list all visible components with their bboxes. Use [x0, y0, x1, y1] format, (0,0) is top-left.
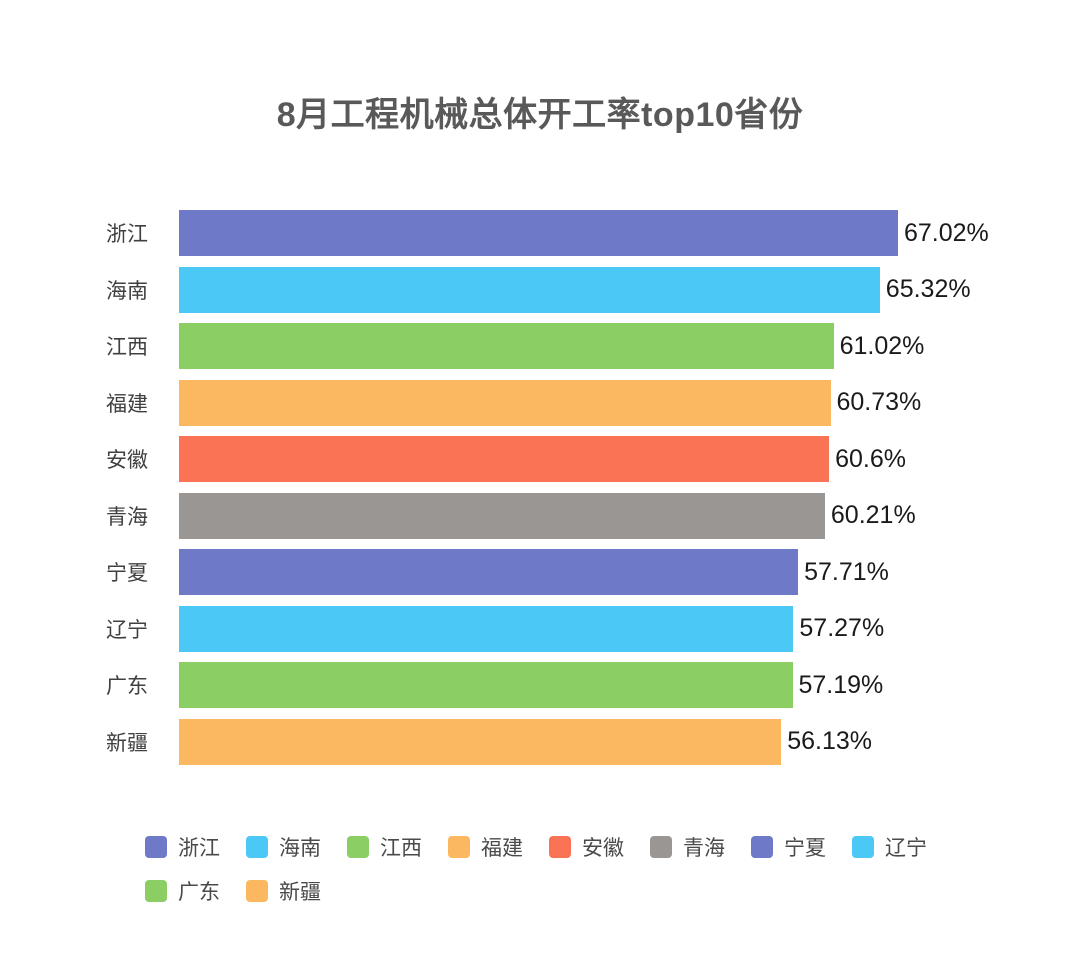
- bar-row: 江西 61.02%: [0, 323, 1080, 369]
- bar-row: 浙江 67.02%: [0, 210, 1080, 256]
- legend-label: 安徽: [582, 837, 624, 860]
- legend-label: 福建: [481, 837, 523, 860]
- legend-label: 青海: [683, 837, 725, 860]
- category-label: 浙江: [106, 223, 148, 246]
- legend-item-宁夏[interactable]: 宁夏: [751, 832, 826, 862]
- bar: [179, 210, 898, 256]
- value-label: 60.6%: [835, 444, 906, 473]
- legend-swatch-icon: [145, 836, 167, 858]
- value-label: 57.71%: [804, 557, 889, 586]
- legend-label: 浙江: [178, 837, 220, 860]
- value-label: 67.02%: [904, 218, 989, 247]
- category-label: 福建: [106, 392, 148, 416]
- bar: [179, 549, 799, 595]
- legend-swatch-icon: [145, 880, 167, 902]
- category-label: 青海: [106, 505, 148, 529]
- legend-label: 广东: [178, 881, 220, 904]
- bar-row: 宁夏 57.71%: [0, 549, 1080, 595]
- value-label: 60.21%: [830, 501, 916, 529]
- bar: [179, 379, 831, 426]
- legend-swatch-icon: [246, 880, 268, 902]
- legend-label: 辽宁: [885, 837, 927, 860]
- value-label: 65.32%: [885, 275, 971, 303]
- legend-swatch-icon: [650, 836, 672, 858]
- category-label: 辽宁: [106, 618, 148, 642]
- bar-row: 广东 57.19%: [0, 662, 1080, 708]
- chart-title: 8月工程机械总体开工率top10省份: [276, 96, 804, 134]
- legend-item-福建[interactable]: 福建: [448, 832, 523, 862]
- legend-label: 宁夏: [784, 837, 826, 860]
- value-label: 61.02%: [839, 331, 925, 360]
- bar-row: 海南 65.32%: [0, 266, 1080, 313]
- bar: [179, 492, 825, 539]
- legend-label: 新疆: [279, 881, 321, 904]
- category-label: 广东: [106, 675, 148, 698]
- bar: [179, 605, 794, 652]
- bar: [179, 436, 830, 482]
- legend-item-海南[interactable]: 海南: [246, 832, 321, 862]
- legend-label: 江西: [380, 837, 422, 860]
- category-label: 海南: [106, 279, 148, 303]
- bar-row: 新疆 56.13%: [0, 718, 1080, 765]
- bar-row: 青海 60.21%: [0, 492, 1080, 539]
- value-label: 57.27%: [799, 614, 885, 642]
- legend-item-新疆[interactable]: 新疆: [246, 876, 321, 906]
- legend-swatch-icon: [549, 836, 571, 858]
- legend-swatch-icon: [448, 836, 470, 858]
- category-label: 江西: [106, 336, 148, 359]
- category-label: 新疆: [106, 731, 148, 755]
- bar: [179, 266, 880, 313]
- legend-swatch-icon: [347, 836, 369, 858]
- bar-row: 安徽 60.6%: [0, 436, 1080, 482]
- legend-item-辽宁[interactable]: 辽宁: [852, 832, 927, 862]
- legend-item-青海[interactable]: 青海: [650, 832, 725, 862]
- bar-plot: 浙江 67.02% 海南 65.32% 江西 61.02% 福建 60.73% 安徽 60.6% 青…: [0, 210, 1080, 775]
- legend-swatch-icon: [246, 836, 268, 858]
- legend-item-江西[interactable]: 江西: [347, 832, 422, 862]
- bar: [179, 662, 793, 708]
- legend-item-安徽[interactable]: 安徽: [549, 832, 624, 862]
- category-label: 宁夏: [106, 562, 148, 585]
- bar-row: 福建 60.73%: [0, 379, 1080, 426]
- category-label: 安徽: [106, 449, 148, 472]
- legend: 浙江 海南 江西 福建 安徽 青海 宁夏 辽宁广东 新疆: [145, 832, 957, 906]
- value-label: 57.19%: [798, 670, 884, 699]
- legend-swatch-icon: [852, 836, 874, 858]
- bar: [179, 718, 782, 765]
- bar: [179, 323, 834, 369]
- legend-item-广东[interactable]: 广东: [145, 876, 220, 906]
- legend-item-浙江[interactable]: 浙江: [145, 832, 220, 862]
- bar-row: 辽宁 57.27%: [0, 605, 1080, 652]
- legend-swatch-icon: [751, 836, 773, 858]
- value-label: 56.13%: [787, 727, 872, 755]
- legend-label: 海南: [279, 837, 321, 860]
- value-label: 60.73%: [836, 388, 922, 416]
